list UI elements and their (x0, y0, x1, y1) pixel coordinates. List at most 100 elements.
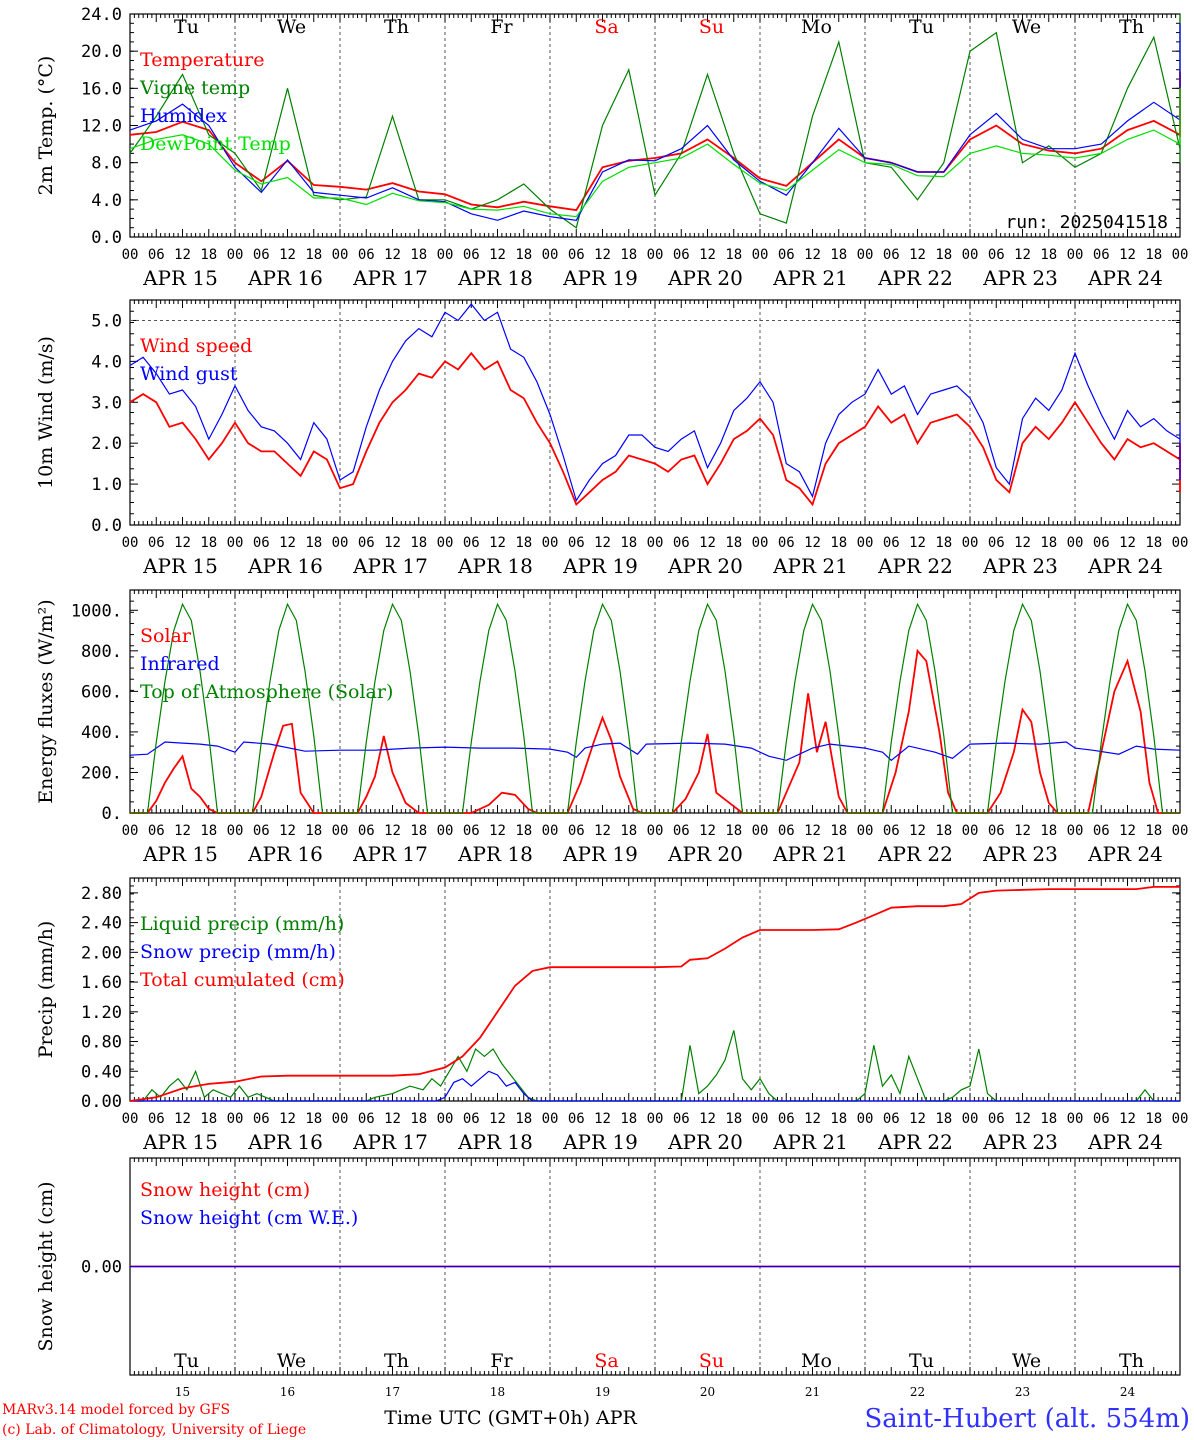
x-hour-label: 12 (279, 823, 296, 839)
x-hour-label: 12 (384, 247, 401, 263)
y-tick-label: 200. (81, 763, 122, 783)
x-hour-label: 06 (253, 247, 270, 263)
weekday-label: We (1012, 1350, 1041, 1372)
legend-entry: Liquid precip (mm/h) (140, 913, 344, 935)
x-hour-label: 12 (699, 247, 716, 263)
x-hour-label: 06 (988, 247, 1005, 263)
x-hour-label: 12 (594, 535, 611, 551)
weekday-label: We (1012, 16, 1041, 38)
x-date-label: 16 (280, 1385, 295, 1399)
panel-4: 0.00 0.40 0.80 1.20 1.60 2.00 2.40 2.80 Precip (… (35, 877, 1188, 1154)
x-hour-label: 00 (647, 535, 664, 551)
x-hour-label: 00 (227, 1111, 244, 1127)
x-hour-label: 12 (174, 1111, 191, 1127)
x-hour-label: 00 (857, 247, 874, 263)
x-hour-label: 12 (384, 535, 401, 551)
x-hour-label: 18 (725, 535, 742, 551)
y-tick-label: 400. (81, 723, 122, 743)
y-tick-label: 1.0 (91, 475, 122, 495)
weekday-label: Su (699, 1350, 724, 1372)
y-tick-label: 600. (81, 682, 122, 702)
x-date-label: APR 18 (457, 554, 533, 578)
legend-entry: Wind speed (140, 335, 252, 357)
x-hour-label: 18 (830, 535, 847, 551)
y-tick-label: 4.0 (91, 191, 122, 211)
y-tick-label: 0.00 (81, 1258, 122, 1278)
x-date-label: APR 17 (352, 842, 428, 866)
x-hour-label: 18 (620, 1111, 637, 1127)
x-hour-label: 06 (988, 535, 1005, 551)
y-tick-label: 12.0 (81, 117, 122, 137)
x-hour-label: 18 (725, 823, 742, 839)
x-hour-label: 06 (148, 823, 165, 839)
x-hour-label: 18 (1145, 1111, 1162, 1127)
x-axis-title: Time UTC (GMT+0h) (384, 1407, 590, 1429)
x-hour-label: 12 (279, 535, 296, 551)
x-hour-label: 12 (594, 823, 611, 839)
x-date-label: APR 18 (457, 1130, 533, 1154)
series-line-4 (129, 88, 1181, 218)
x-hour-label: 12 (1014, 535, 1031, 551)
legend-entry: Snow height (cm) (140, 1179, 310, 1201)
x-hour-label: 00 (857, 535, 874, 551)
x-hour-label: 18 (1145, 823, 1162, 839)
x-hour-label: 12 (1119, 247, 1136, 263)
x-hour-label: 00 (647, 1111, 664, 1127)
weekday-label: Sa (594, 16, 618, 38)
x-hour-label: 18 (200, 1111, 217, 1127)
x-hour-label: 00 (542, 1111, 559, 1127)
x-date-label: APR 23 (982, 554, 1058, 578)
x-date-label: APR 15 (142, 554, 218, 578)
x-hour-label: 00 (752, 1111, 769, 1127)
x-date-label: 15 (175, 1385, 190, 1399)
x-hour-label: 12 (1014, 1111, 1031, 1127)
weekday-label: We (277, 1350, 306, 1372)
x-hour-label: 18 (1145, 247, 1162, 263)
x-hour-label: 18 (200, 247, 217, 263)
x-date-label: APR 24 (1087, 266, 1163, 290)
y-tick-label: 24.0 (81, 5, 122, 25)
x-date-label: APR 20 (667, 266, 743, 290)
panel-5: 0.00 Snow height (cm) Snow height (cm) Snow… (35, 1157, 1181, 1399)
footer-model-line: MARv3.14 model forced by GFS (2, 1402, 230, 1418)
x-hour-label: 12 (699, 823, 716, 839)
x-hour-label: 12 (699, 1111, 716, 1127)
x-hour-label: 18 (1145, 535, 1162, 551)
y-tick-label: 1.20 (81, 1003, 122, 1023)
x-date-label: APR 16 (247, 554, 323, 578)
x-date-label: APR 22 (877, 266, 953, 290)
y-axis-label: 2m Temp. (°C) (35, 56, 57, 196)
y-tick-label: 0.00 (81, 1092, 122, 1112)
legend-entry: Temperature (140, 49, 264, 71)
weekday-label: Th (1119, 16, 1144, 38)
x-hour-label: 06 (1093, 823, 1110, 839)
y-tick-label: 1000. (71, 601, 122, 621)
x-hour-label: 06 (1093, 247, 1110, 263)
y-tick-label: 2.0 (91, 434, 122, 454)
x-hour-label: 06 (673, 1111, 690, 1127)
x-hour-label: 18 (515, 1111, 532, 1127)
x-hour-label: 00 (122, 247, 139, 263)
x-hour-label: 12 (594, 247, 611, 263)
x-hour-label: 06 (568, 1111, 585, 1127)
x-hour-label: 12 (489, 823, 506, 839)
x-hour-label: 06 (883, 1111, 900, 1127)
x-hour-label: 12 (174, 535, 191, 551)
x-hour-label: 00 (647, 247, 664, 263)
x-hour-label: 18 (830, 247, 847, 263)
weekday-label: We (277, 16, 306, 38)
x-hour-label: 18 (305, 1111, 322, 1127)
x-date-label: APR 16 (247, 842, 323, 866)
x-hour-label: 00 (437, 247, 454, 263)
weekday-label: Sa (594, 1350, 618, 1372)
x-hour-label: 12 (279, 247, 296, 263)
x-hour-label: 06 (883, 535, 900, 551)
x-hour-label: 06 (463, 1111, 480, 1127)
weekday-label: Fr (490, 16, 513, 38)
x-hour-label: 18 (515, 247, 532, 263)
x-hour-label: 06 (673, 823, 690, 839)
x-date-label: APR 21 (772, 1130, 848, 1154)
x-hour-label: 18 (305, 247, 322, 263)
x-hour-label: 00 (227, 535, 244, 551)
x-hour-label: 12 (489, 1111, 506, 1127)
